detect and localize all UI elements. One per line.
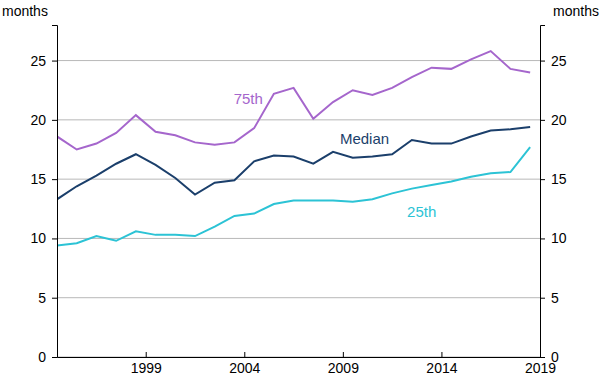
grid-line: [57, 238, 540, 239]
tick: 2019: [525, 352, 556, 376]
tick: 10: [540, 230, 567, 246]
tick-label: 20: [30, 112, 46, 128]
tick-label: 5: [38, 290, 46, 306]
axis-line: [58, 357, 541, 358]
tick-label: 15: [551, 171, 567, 187]
tick-mark: [540, 179, 545, 180]
axis-line: [541, 26, 546, 358]
tick: 20: [540, 112, 567, 128]
tick: 5: [38, 290, 57, 306]
tick-label: 0: [38, 349, 46, 365]
tick-mark: [343, 352, 344, 357]
tick-mark: [52, 298, 57, 299]
tick-mark: [540, 352, 541, 357]
grid-line: [57, 297, 540, 298]
tick: 2009: [328, 352, 359, 376]
tick-mark: [540, 120, 545, 121]
tick-label: 2019: [525, 360, 556, 376]
tick-mark: [540, 298, 545, 299]
tick: 2014: [426, 352, 457, 376]
tick-label: 25: [30, 53, 46, 69]
tick-mark: [540, 61, 545, 62]
tick-label: 10: [551, 230, 567, 246]
tick-label: 25: [551, 53, 567, 69]
tick-mark: [441, 352, 442, 357]
grid-line: [57, 357, 540, 358]
tick-mark: [52, 120, 57, 121]
tick-label: 1999: [131, 360, 162, 376]
series-line: [57, 147, 530, 245]
tick: 25: [30, 53, 57, 69]
series-line: [57, 51, 530, 149]
grid: [57, 61, 540, 357]
tick-mark: [52, 179, 57, 180]
tick-label: 5: [551, 290, 559, 306]
tick: 1999: [131, 352, 162, 376]
tick-label: 2014: [426, 360, 457, 376]
axis-line: [52, 26, 58, 358]
tick-label: 2004: [229, 360, 260, 376]
tick: 0: [38, 349, 57, 365]
tick-mark: [146, 352, 147, 357]
tick: 2004: [229, 352, 260, 376]
tick-mark: [540, 357, 545, 358]
tick: 5: [540, 290, 559, 306]
tick: 15: [30, 171, 57, 187]
tick-mark: [244, 352, 245, 357]
y-axis-left: 0 5 10 15 20 25: [30, 26, 57, 365]
plot-area: [57, 51, 530, 245]
tick: 10: [30, 230, 57, 246]
y-axis-right: 0510152025: [540, 26, 567, 365]
tick-label: 20: [551, 112, 567, 128]
grid-line: [57, 179, 540, 180]
tick-mark: [52, 357, 57, 358]
tick: 15: [540, 171, 567, 187]
series-label: 75th: [234, 90, 263, 107]
tick-mark: [52, 238, 57, 239]
tick: 20: [30, 112, 57, 128]
series-line: [57, 127, 530, 199]
y-axis-title: months: [553, 3, 599, 19]
series-label: Median: [340, 130, 389, 147]
tick-label: 10: [30, 230, 46, 246]
y-axis-title: months: [2, 3, 48, 19]
series-label: 25th: [407, 203, 436, 220]
tick-mark: [540, 238, 545, 239]
tick: 25: [540, 53, 567, 69]
tick-label: 2009: [328, 360, 359, 376]
tick-label: 15: [30, 171, 46, 187]
x-axis: 1999 2004 2009 2014 2019: [58, 352, 557, 376]
tick-mark: [52, 61, 57, 62]
chart: 0510152025051015202519992004200920142019…: [0, 0, 601, 382]
